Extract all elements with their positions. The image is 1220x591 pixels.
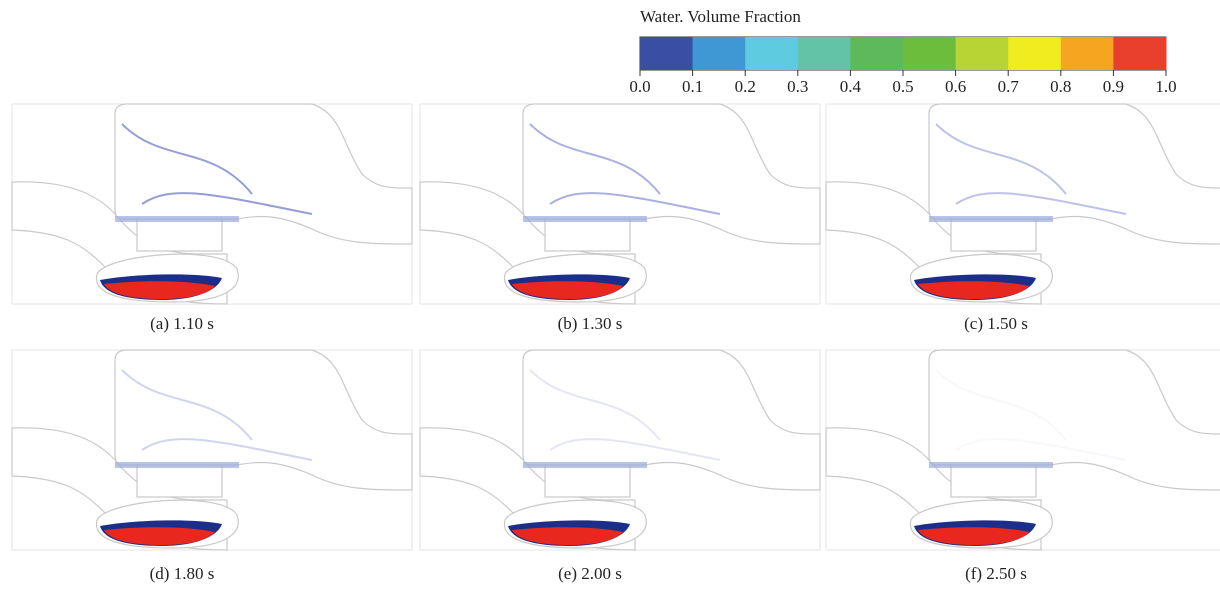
colorbar-tick-label: 0.8 [1050,77,1071,96]
colorbar-swatch [693,37,746,70]
chamber-base [929,462,1053,468]
panel-caption: (a) 1.10 s [150,314,214,333]
colorbar-swatch [798,37,851,70]
panel-caption: (f) 2.50 s [965,564,1027,583]
simulation-panel [420,104,820,304]
chamber-base [115,462,239,468]
colorbar-swatch [1008,37,1061,70]
colorbar-swatch [850,37,903,70]
panel-caption: (e) 2.00 s [558,564,622,583]
colorbar-tick-label: 0.5 [892,77,913,96]
colorbar-tick-label: 0.2 [735,77,756,96]
simulation-panel [826,350,1220,550]
colorbar-tick-label: 0.7 [998,77,1020,96]
figure: Water. Volume Fraction 0.0 0.1 0.2 0.3 0.4 0.… [0,0,1220,586]
simulation-panel [420,350,820,550]
chamber-base [115,216,239,222]
colorbar-swatch [1061,37,1114,70]
colorbar-tick-label: 0.4 [840,77,862,96]
colorbar-tick-label: 1.0 [1155,77,1176,96]
colorbar-tick-label: 0.3 [787,77,808,96]
chamber-base [523,216,647,222]
panel-caption: (b) 1.30 s [558,314,623,333]
panel-caption: (d) 1.80 s [150,564,215,583]
simulation-panel [826,104,1220,304]
simulation-panel [12,350,412,550]
colorbar-swatch [640,37,693,70]
chamber-base [523,462,647,468]
colorbar-swatch [1113,37,1166,70]
colorbar-tick-label: 0.1 [682,77,703,96]
colorbar-tick-label: 0.0 [629,77,650,96]
simulation-panel [12,104,412,304]
colorbar-tick-label: 0.9 [1103,77,1124,96]
chamber-base [929,216,1053,222]
colorbar-swatch [903,37,956,70]
colorbar-swatch [745,37,798,70]
panel-caption: (c) 1.50 s [964,314,1028,333]
colorbar-title: Water. Volume Fraction [640,7,801,26]
colorbar-swatch [956,37,1009,70]
colorbar-tick-label: 0.6 [945,77,966,96]
